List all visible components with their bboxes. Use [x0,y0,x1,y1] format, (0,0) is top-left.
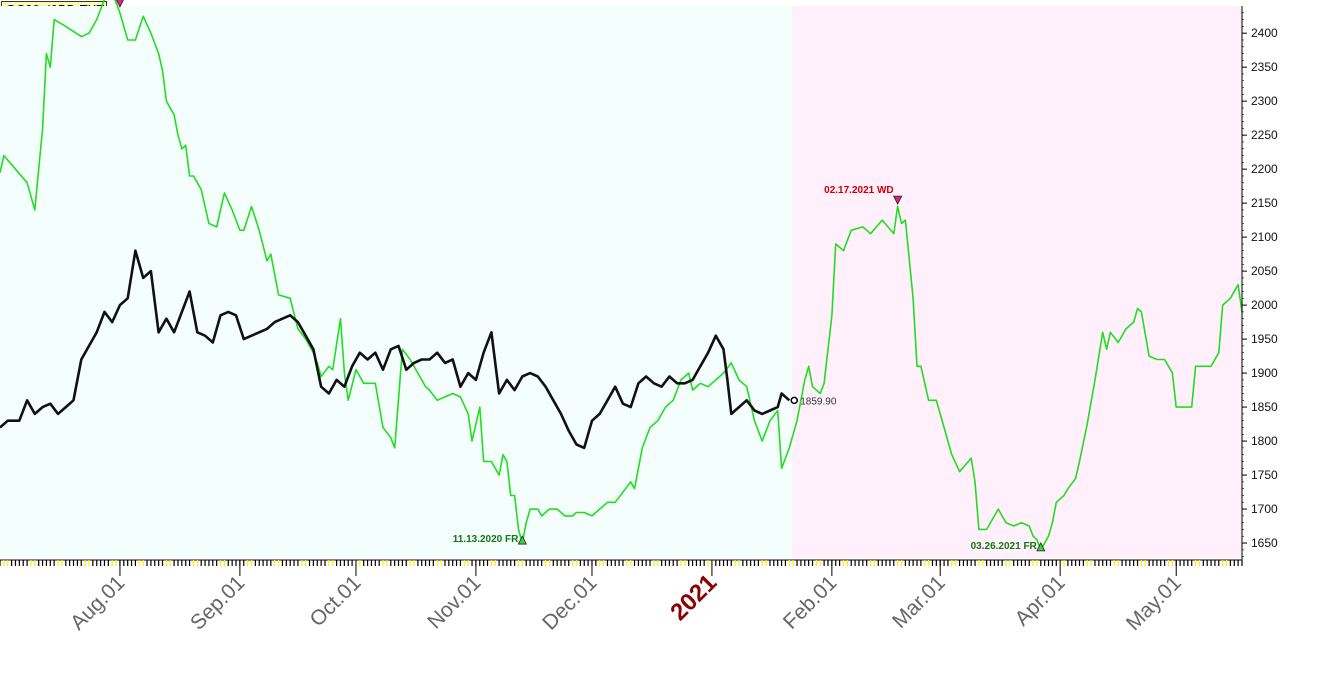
annotation-label-1: 11.13.2020 FR [453,534,519,545]
y-tick-label-3: 1800 [1251,434,1278,448]
annotation-label-3: 03.26.2021 FR [971,541,1038,552]
x-tick-label-9: May.01 [1122,571,1186,635]
series-lines: 1859.90 [0,0,1243,551]
annotation-marker-1 [517,535,527,545]
x-tick-label-0: Aug.01 [66,571,129,634]
x-tick-label-2: Oct.01 [305,571,365,631]
y-tick-label-6: 1950 [1251,332,1278,346]
y-tick-label-8: 2050 [1251,264,1278,278]
y-tick-label-7: 2000 [1251,298,1278,312]
annotation-marker-0 [115,0,124,8]
y-tick-label-12: 2250 [1251,128,1278,142]
y-tick-label-4: 1850 [1251,400,1278,414]
y-axis: 1650 1700 1750 1800 1850 1900 1950 2000 2050 2100… [1241,6,1278,560]
series-line-1 [0,249,791,450]
y-tick-label-14: 2350 [1251,60,1278,74]
shaded-region-0 [0,6,793,558]
y-tick-label-15: 2400 [1251,26,1278,40]
shaded-region-1 [792,6,1242,558]
last-value-marker [790,396,798,405]
x-tick-label-4: Dec.01 [538,571,601,634]
y-tick-label-9: 2100 [1251,230,1278,244]
x-axis: Aug.01 Sep.01 Oct.01 Nov.01 Dec.01 2021 Feb.01… [0,559,1243,635]
y-tick-label-5: 1900 [1251,366,1278,380]
series-line-0 [0,0,1243,551]
x-tick-label-5: 2021 [665,569,722,626]
x-tick-label-7: Mar.01 [888,571,950,633]
x-tick-label-8: Apr.01 [1010,571,1069,630]
background-regions [0,6,1242,558]
x-tick-label-1: Sep.01 [186,571,249,634]
y-tick-label-10: 2150 [1251,196,1278,210]
y-tick-label-1: 1700 [1251,502,1278,516]
annotation-marker-3 [1036,541,1046,552]
last-value-label: 1859.90 [800,396,837,407]
x-tick-label-6: Feb.01 [779,571,842,634]
annotation-label-2: 02.17.2021 WD [824,185,894,196]
y-tick-label-2: 1750 [1251,468,1278,482]
annotation-marker-2 [892,195,903,206]
x-tick-label-3: Nov.01 [423,571,485,633]
y-tick-label-13: 2300 [1251,94,1278,108]
y-tick-label-11: 2200 [1251,162,1278,176]
y-tick-label-0: 1650 [1251,536,1278,550]
